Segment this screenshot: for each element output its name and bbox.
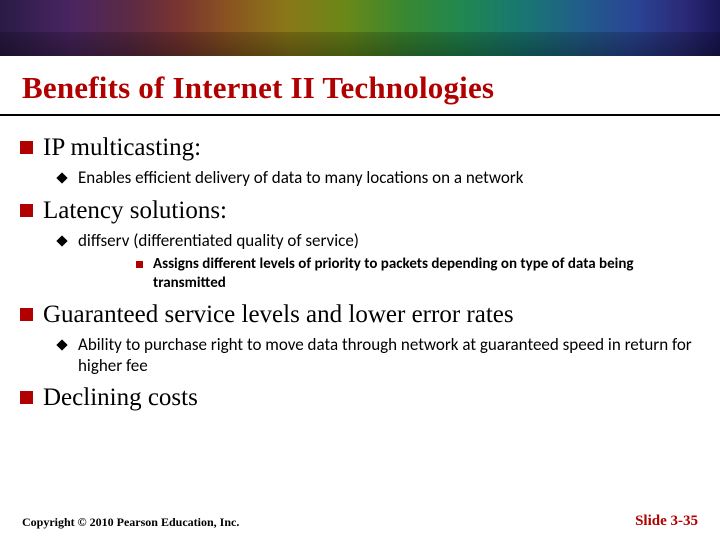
diamond-bullet-icon — [56, 339, 67, 350]
bullet-text: Ability to purchase right to move data t… — [78, 334, 700, 377]
bullet-level3: Assigns different levels of priority to … — [136, 255, 700, 293]
bullet-text: diffserv (differentiated quality of serv… — [78, 230, 359, 251]
copyright-text: Copyright © 2010 Pearson Education, Inc. — [22, 515, 239, 530]
square-bullet-icon — [20, 204, 33, 217]
slide-title: Benefits of Internet II Technologies — [0, 56, 720, 116]
header-gradient-band — [0, 0, 720, 56]
diamond-bullet-icon — [56, 235, 67, 246]
bullet-level1: Guaranteed service levels and lower erro… — [20, 299, 700, 377]
bullet-level2: Enables efficient delivery of data to ma… — [58, 167, 700, 188]
bullet-level1: IP multicasting: Enables efficient deliv… — [20, 132, 700, 189]
slide-number: Slide 3-35 — [635, 513, 698, 530]
bullet-level1: Declining costs — [20, 382, 700, 413]
bullet-text: Guaranteed service levels and lower erro… — [43, 299, 514, 330]
bullet-text: IP multicasting: — [43, 132, 201, 163]
square-bullet-icon — [20, 391, 33, 404]
diamond-bullet-icon — [56, 173, 67, 184]
square-small-bullet-icon — [136, 261, 143, 268]
slide-content: IP multicasting: Enables efficient deliv… — [0, 116, 720, 414]
square-bullet-icon — [20, 141, 33, 154]
bullet-text: Enables efficient delivery of data to ma… — [78, 167, 523, 188]
square-bullet-icon — [20, 308, 33, 321]
bullet-text: Latency solutions: — [43, 195, 227, 226]
bullet-text: Assigns different levels of priority to … — [153, 255, 700, 293]
bullet-level2: Ability to purchase right to move data t… — [58, 334, 700, 377]
slide-footer: Copyright © 2010 Pearson Education, Inc.… — [0, 513, 720, 540]
bullet-text: Declining costs — [43, 382, 198, 413]
bullet-level2: diffserv (differentiated quality of serv… — [58, 230, 700, 293]
bullet-level1: Latency solutions: diffserv (differentia… — [20, 195, 700, 293]
